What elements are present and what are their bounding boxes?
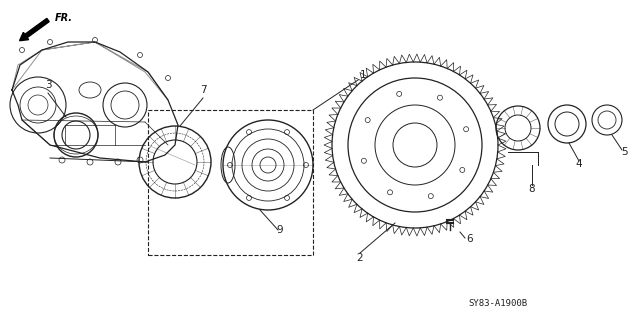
Text: 4: 4 — [576, 159, 582, 169]
Bar — [148, 110, 313, 255]
FancyArrow shape — [20, 18, 49, 41]
Text: 8: 8 — [529, 184, 535, 194]
Text: 9: 9 — [276, 225, 283, 235]
Text: 3: 3 — [45, 80, 52, 90]
Text: 7: 7 — [199, 85, 206, 95]
Text: 6: 6 — [467, 234, 473, 244]
Text: 2: 2 — [357, 253, 363, 263]
Text: SY83-A1900B: SY83-A1900B — [468, 299, 527, 308]
Text: 5: 5 — [622, 147, 628, 157]
Text: FR.: FR. — [55, 13, 73, 23]
Text: 1: 1 — [360, 70, 366, 80]
